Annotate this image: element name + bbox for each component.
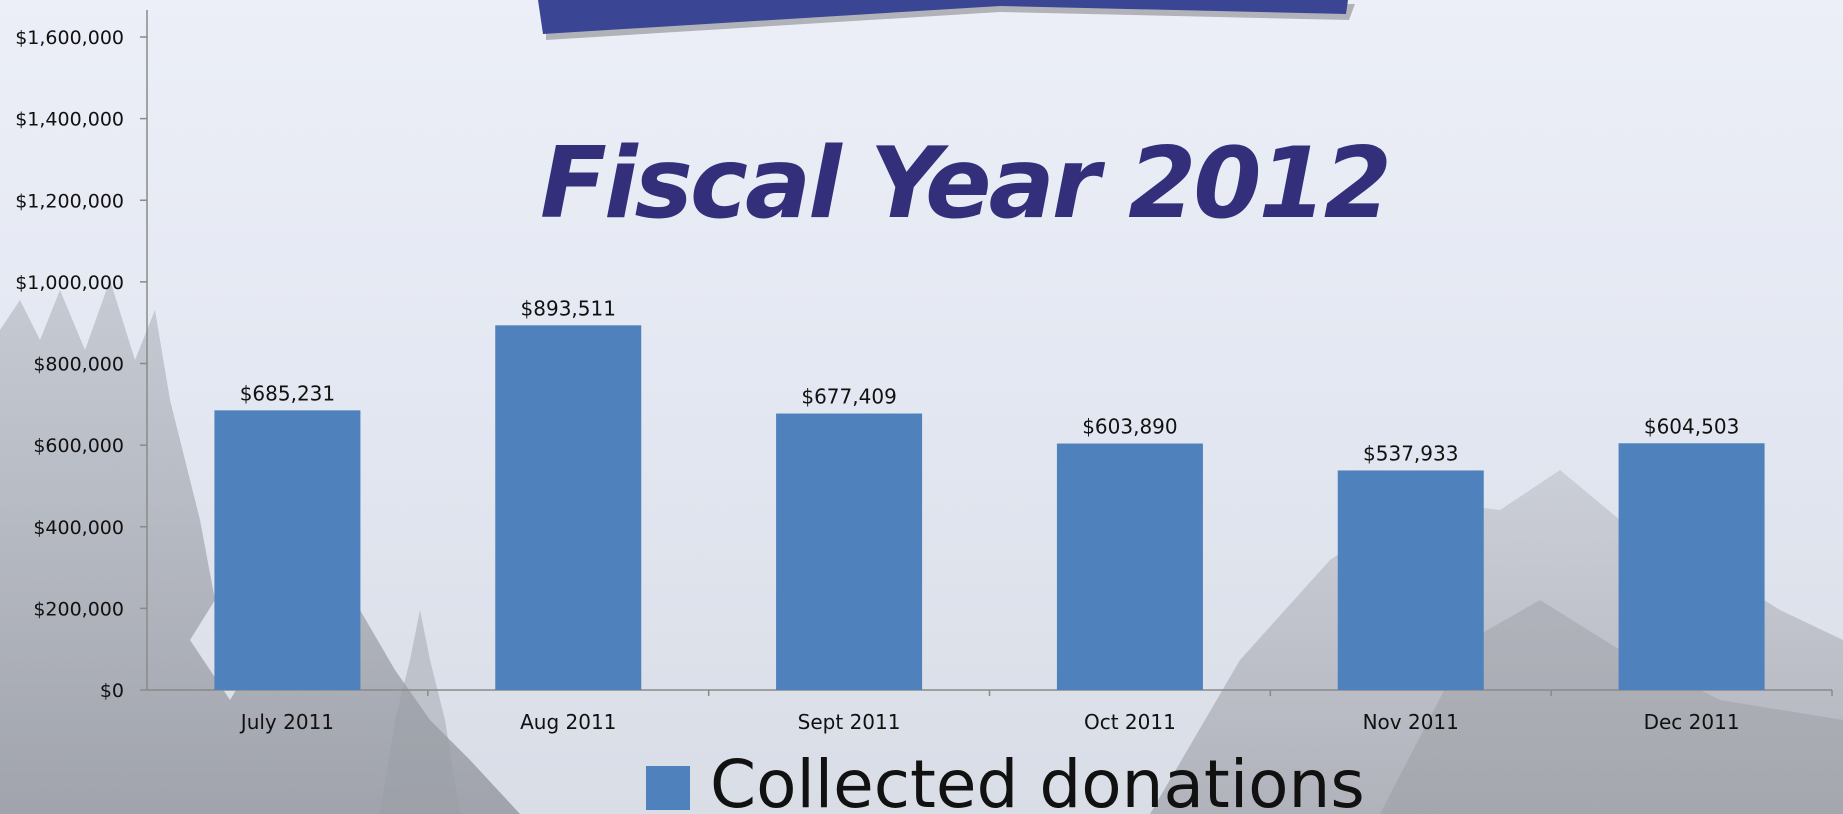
bar [1618, 443, 1765, 690]
y-tick-label: $1,000,000 [15, 272, 124, 294]
data-label: $677,409 [801, 385, 896, 409]
y-tick-label: $1,400,000 [15, 109, 124, 131]
bar [776, 413, 923, 690]
y-tick-label: $0 [100, 680, 124, 702]
x-tick-label: Oct 2011 [1084, 710, 1176, 734]
x-tick-label: July 2011 [239, 710, 334, 734]
x-tick-label: Aug 2011 [520, 710, 616, 734]
data-label: $603,890 [1082, 415, 1177, 439]
x-tick-label: Nov 2011 [1363, 710, 1459, 734]
y-tick-label: $1,600,000 [15, 27, 124, 49]
x-tick-label: Sept 2011 [798, 710, 901, 734]
y-tick-label: $600,000 [33, 435, 124, 457]
chart-title: Fiscal Year 2012 [540, 127, 1392, 241]
legend-label: Collected donations [710, 746, 1365, 814]
data-label: $537,933 [1363, 441, 1458, 465]
bar [495, 325, 642, 690]
bar [1337, 470, 1484, 690]
y-tick-label: $200,000 [33, 598, 124, 620]
data-label: $893,511 [521, 296, 616, 320]
legend-swatch [646, 766, 690, 810]
y-tick-label: $400,000 [33, 517, 124, 539]
y-tick-label: $1,200,000 [15, 190, 124, 212]
x-tick-label: Dec 2011 [1644, 710, 1740, 734]
y-tick-label: $800,000 [33, 354, 124, 376]
data-label: $604,503 [1644, 414, 1739, 438]
data-label: $685,231 [240, 381, 335, 405]
bar [1056, 443, 1203, 690]
bar [214, 410, 361, 690]
chart-legend: Collected donations [646, 748, 1365, 814]
